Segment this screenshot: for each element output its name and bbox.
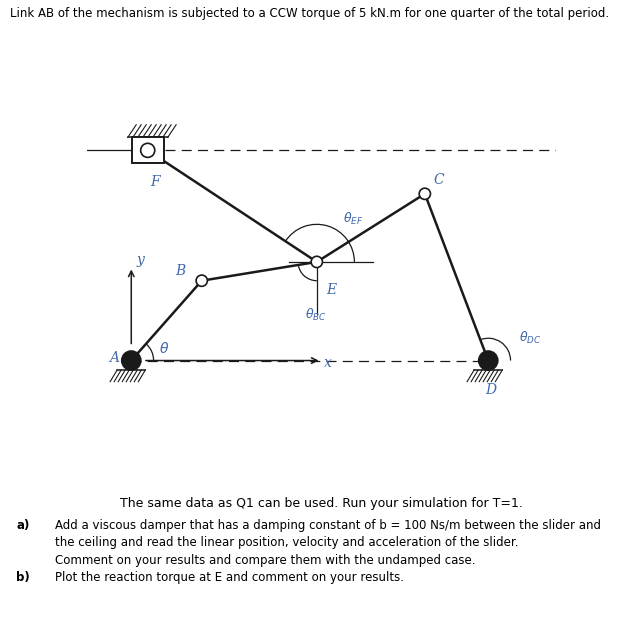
Text: B: B: [176, 265, 186, 278]
Text: D: D: [485, 383, 496, 397]
Text: E: E: [326, 283, 336, 297]
Text: b): b): [16, 571, 30, 584]
Circle shape: [479, 351, 498, 370]
Circle shape: [196, 275, 208, 286]
Text: x: x: [324, 356, 332, 370]
Text: Add a viscous damper that has a damping constant of b = 100 Ns/m between the sli: Add a viscous damper that has a damping …: [55, 519, 601, 532]
Text: Link AB of the mechanism is subjected to a CCW torque of 5 kN.m for one quarter : Link AB of the mechanism is subjected to…: [10, 7, 609, 20]
Text: $\theta_{EF}$: $\theta_{EF}$: [343, 211, 363, 227]
Text: $\theta_{BC}$: $\theta_{BC}$: [305, 307, 327, 323]
Text: y: y: [137, 253, 145, 266]
Bar: [132, 137, 164, 163]
Circle shape: [419, 188, 430, 200]
Text: F: F: [150, 175, 159, 189]
Text: Comment on your results and compare them with the undamped case.: Comment on your results and compare them…: [55, 554, 475, 567]
Text: The same data as Q1 can be used. Run your simulation for T=1.: The same data as Q1 can be used. Run you…: [120, 497, 523, 510]
Text: C: C: [433, 173, 444, 187]
Text: A: A: [109, 351, 120, 365]
Circle shape: [141, 143, 155, 158]
Text: $\theta_{DC}$: $\theta_{DC}$: [519, 330, 541, 346]
Text: $\theta$: $\theta$: [159, 341, 170, 356]
Text: Plot the reaction torque at E and comment on your results.: Plot the reaction torque at E and commen…: [55, 571, 404, 584]
Circle shape: [122, 351, 141, 370]
Text: the ceiling and read the linear position, velocity and acceleration of the slide: the ceiling and read the linear position…: [55, 536, 518, 549]
Text: a): a): [16, 519, 30, 532]
Circle shape: [311, 256, 322, 268]
